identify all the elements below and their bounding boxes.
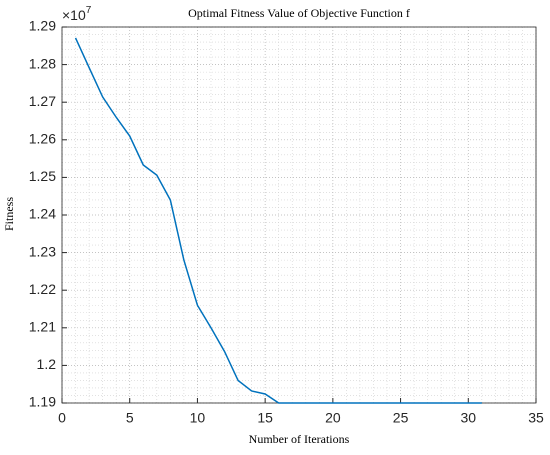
y-tick-label: 1.24 — [29, 206, 56, 222]
x-tick-label: 10 — [190, 410, 206, 426]
multiplier-exponent: 7 — [86, 5, 92, 16]
y-tick-label: 1.27 — [29, 93, 56, 109]
y-axis-label: Fitness — [2, 197, 16, 231]
x-tick-label: 25 — [393, 410, 409, 426]
y-tick-label: 1.2 — [37, 356, 57, 372]
x-tick-label: 5 — [126, 410, 134, 426]
y-tick-label: 1.22 — [29, 281, 56, 297]
x-tick-label: 0 — [58, 410, 66, 426]
y-tick-label: 1.19 — [29, 394, 56, 410]
y-tick-label: 1.25 — [29, 168, 56, 184]
y-tick-label: 1.23 — [29, 243, 56, 259]
y-tick-label: 1.26 — [29, 131, 56, 147]
x-tick-label: 15 — [257, 410, 273, 426]
y-tick-label: 1.21 — [29, 319, 56, 335]
multiplier-base: ×10 — [62, 7, 86, 23]
x-tick-label: 35 — [528, 410, 544, 426]
y-tick-label: 1.28 — [29, 55, 56, 71]
axis-multiplier: ×107 — [62, 5, 92, 23]
x-tick-label: 20 — [325, 410, 341, 426]
line-series — [74, 37, 482, 404]
x-axis-label: Number of Iterations — [249, 432, 350, 446]
chart-title: Optimal Fitness Value of Objective Funct… — [188, 6, 410, 20]
y-tick-label: 1.29 — [29, 18, 56, 34]
x-tick-label: 30 — [460, 410, 476, 426]
